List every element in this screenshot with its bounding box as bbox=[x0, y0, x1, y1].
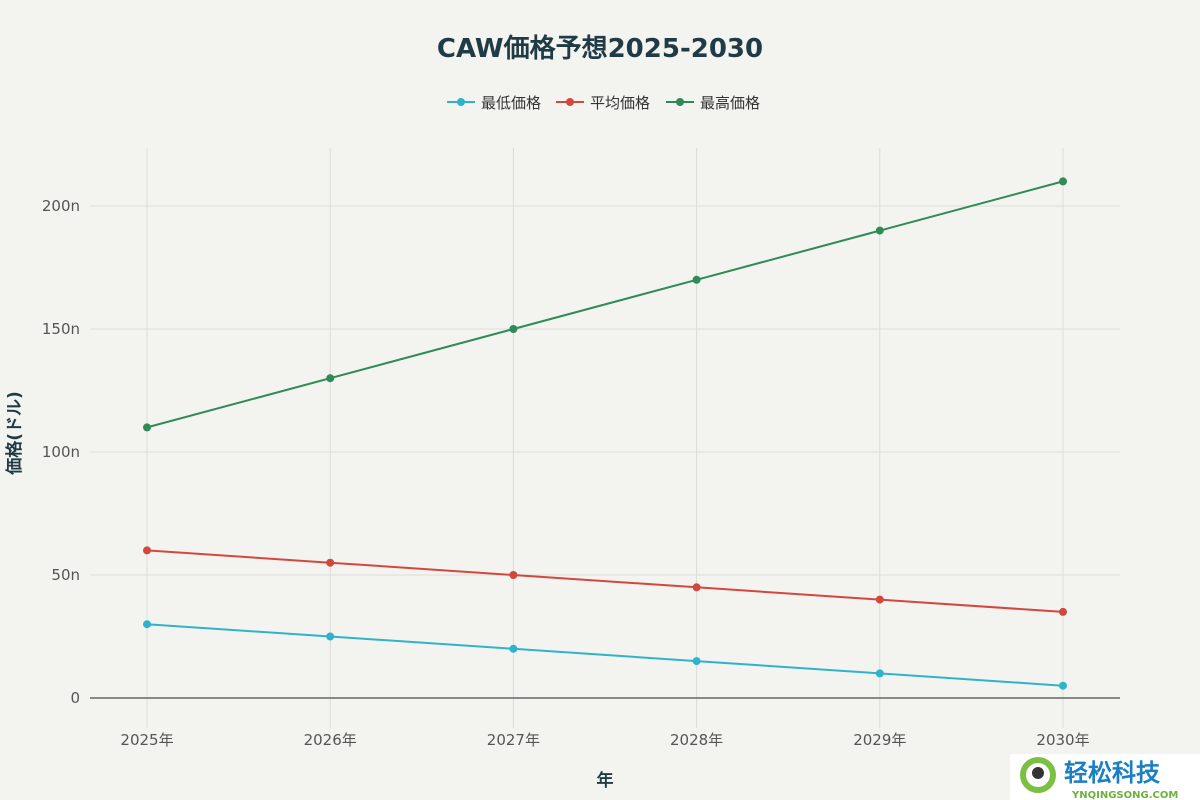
data-point[interactable] bbox=[692, 583, 701, 592]
legend-item[interactable]: 最低価格 bbox=[447, 94, 541, 112]
series-line bbox=[146, 180, 1064, 429]
data-point[interactable] bbox=[1059, 607, 1067, 616]
data-point[interactable] bbox=[509, 571, 518, 579]
y-axis-label: 価格(ドル) bbox=[4, 391, 25, 476]
y-tick-label: 100n bbox=[42, 443, 80, 461]
data-point[interactable] bbox=[1059, 177, 1067, 186]
watermark-brand: 轻松科技 bbox=[1064, 759, 1161, 787]
legend-marker bbox=[566, 98, 574, 106]
data-point[interactable] bbox=[692, 657, 701, 666]
chart-title: CAW価格予想2025-2030 bbox=[437, 33, 763, 64]
x-tick-label: 2029年 bbox=[853, 731, 906, 749]
y-tick-label: 0 bbox=[70, 689, 80, 707]
legend-marker bbox=[676, 98, 684, 106]
y-tick-label: 200n bbox=[42, 197, 80, 215]
data-point[interactable] bbox=[326, 558, 335, 567]
x-axis-label: 年 bbox=[597, 770, 614, 791]
legend-label: 最高価格 bbox=[700, 94, 760, 112]
x-tick-label: 2027年 bbox=[487, 731, 540, 749]
y-tick-label: 150n bbox=[42, 320, 80, 338]
data-point[interactable] bbox=[143, 620, 151, 629]
data-point[interactable] bbox=[326, 632, 335, 641]
x-tick-label: 2026年 bbox=[304, 731, 357, 749]
legend-label: 最低価格 bbox=[481, 94, 541, 112]
data-point[interactable] bbox=[875, 595, 884, 604]
series-lines bbox=[143, 177, 1067, 690]
legend-item[interactable]: 最高価格 bbox=[666, 94, 760, 112]
legend[interactable]: 最低価格 平均価格 最高価格 bbox=[447, 94, 760, 112]
watermark-site: YNQINGSONG.COM bbox=[1071, 790, 1178, 800]
legend-item[interactable]: 平均価格 bbox=[556, 94, 650, 112]
tick-labels: 2025年 2026年 2027年 2028年 2029年 2030年 0 50n 100n 15… bbox=[42, 197, 1090, 749]
x-tick-label: 2030年 bbox=[1036, 731, 1089, 749]
data-point[interactable] bbox=[875, 669, 884, 678]
data-point[interactable] bbox=[1059, 681, 1067, 690]
series-line bbox=[146, 623, 1064, 687]
legend-marker bbox=[457, 98, 465, 106]
data-point[interactable] bbox=[692, 275, 701, 284]
y-tick-label: 50n bbox=[51, 566, 80, 584]
series-line bbox=[146, 549, 1064, 613]
data-point[interactable] bbox=[143, 423, 151, 432]
grid bbox=[90, 148, 1120, 728]
data-point[interactable] bbox=[509, 325, 518, 333]
data-point[interactable] bbox=[326, 374, 335, 383]
legend-label: 平均価格 bbox=[590, 94, 650, 112]
data-point[interactable] bbox=[509, 644, 518, 653]
x-tick-label: 2025年 bbox=[120, 731, 173, 749]
data-point[interactable] bbox=[875, 226, 884, 235]
data-point[interactable] bbox=[143, 546, 151, 555]
x-tick-label: 2028年 bbox=[670, 731, 723, 749]
watermark-logo: 轻松科技 YNQINGSONG.COM bbox=[1010, 754, 1200, 800]
